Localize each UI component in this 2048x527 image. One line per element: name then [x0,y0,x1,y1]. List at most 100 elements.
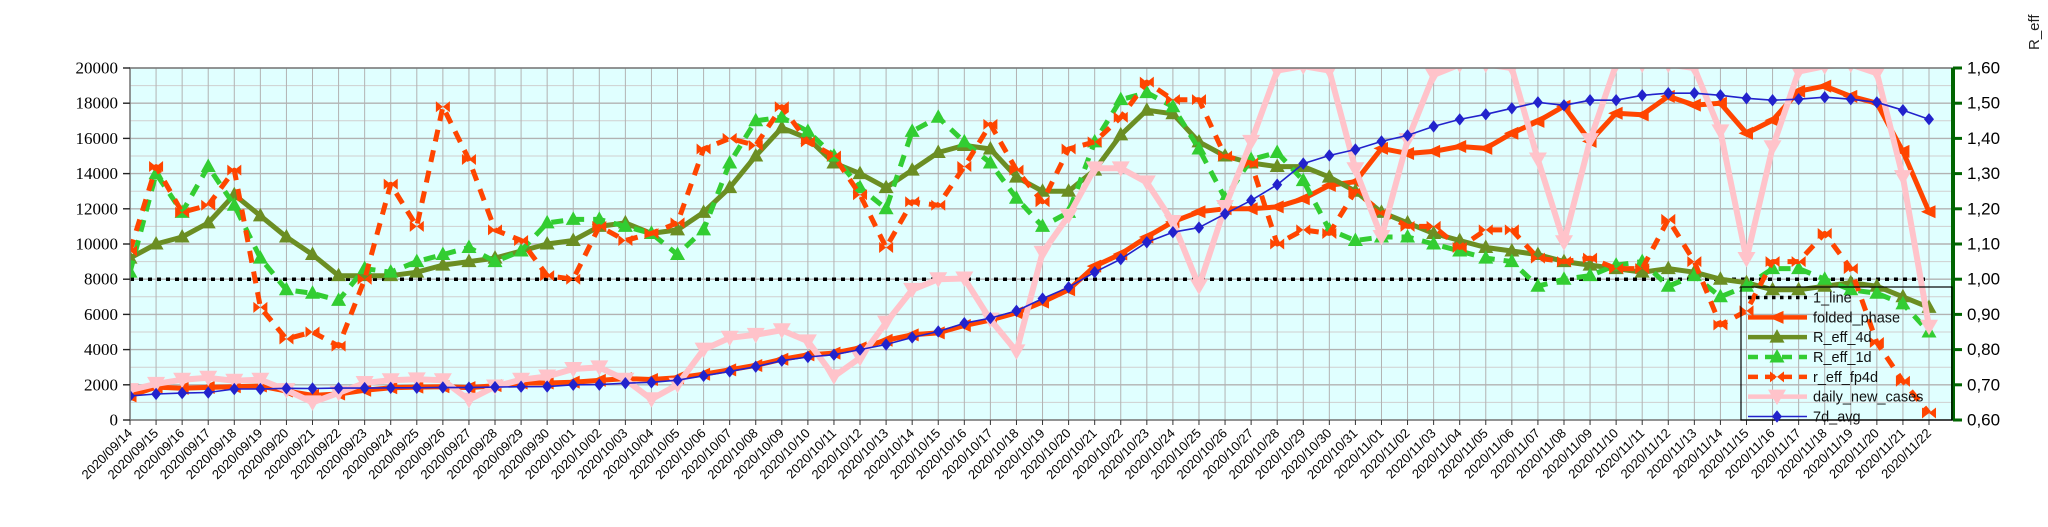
arrow-down-marker [1920,319,1938,336]
triangle-up-marker [148,236,164,250]
bowtie-marker [800,136,815,148]
arrow-down-marker [1163,215,1182,231]
arrow-down-marker [1613,68,1620,73]
triangle-up-marker [1895,295,1911,310]
triangle-up-marker [1426,225,1442,239]
bowtie-marker [1165,94,1180,106]
left-axis-tick-label: 18000 [76,94,119,113]
arrow-down-marker [407,372,426,388]
arrow-left-marker [1634,108,1649,122]
diamond-marker [672,374,683,387]
bowtie-marker [1087,136,1102,148]
arrow-left-marker [1712,96,1727,110]
arrow-down-marker [1639,68,1646,73]
diamond-marker [828,348,839,361]
bowtie-marker [383,178,398,190]
arrow-down-marker [381,373,400,389]
arrow-down-marker [1581,133,1600,149]
diamond-marker [802,350,813,364]
triangle-up-marker [1295,172,1311,187]
bowtie-marker [696,143,711,155]
triangle-up-marker [1791,281,1807,296]
triangle-up-marker [591,211,607,225]
triangle-up-marker [174,228,190,243]
arrow-down-marker [1372,229,1391,246]
triangle-up-marker [800,123,816,137]
legend-label: 1_line [1813,291,1852,307]
bowtie-marker [1035,196,1050,208]
bowtie-marker [1348,185,1363,197]
legend-label: r_eff_fp4d [1813,370,1878,386]
diamond-marker [516,380,527,393]
triangle-up-marker [252,250,268,264]
arrow-left-marker [1894,144,1910,158]
bowtie-marker [644,227,659,239]
triangle-up-marker [1504,253,1520,268]
left-axis-tick-label: 16000 [76,129,119,148]
arrow-left-marker [1425,144,1441,158]
series-7d_avg [130,86,1934,403]
bowtie-marker [488,224,503,236]
arrow-down-marker [1189,279,1208,295]
bowtie-marker [1322,227,1337,239]
arrow-left-marker [1686,98,1701,112]
right-axis-title: R_eff [2026,14,2043,50]
left-axis-tick-label: 14000 [76,164,119,183]
diamond-marker [750,360,761,373]
bowtie-marker [1635,263,1650,275]
diamond-marker [255,382,266,396]
legend-item-1_line: 1_line [1748,291,1852,307]
triangle-up-marker [565,211,581,225]
triangle-up-marker [696,221,712,236]
legend-item-R_eff_4d: R_eff_4d [1748,329,1872,346]
left-axis-tick-label: 6000 [84,305,118,324]
triangle-up-marker [1869,278,1885,292]
triangle-up-marker [200,158,216,173]
triangle-up-marker [1113,126,1129,141]
bowtie-marker [1009,164,1024,176]
bowtie-marker [514,234,529,246]
bowtie-marker [1843,263,1858,275]
bowtie-marker [670,217,685,229]
triangle-up-marker [435,246,451,261]
triangle-up-marker [670,246,686,261]
triangle-up-marker [1660,260,1676,275]
arrow-down-marker [1665,68,1672,73]
arrow-left-marker [1477,141,1493,155]
triangle-up-marker [226,197,242,211]
arrow-down-marker [303,395,322,411]
diamond-marker [1402,129,1413,142]
arrow-down-marker [1322,68,1336,80]
triangle-up-marker [487,253,503,268]
triangle-up-marker [1530,278,1546,292]
triangle-up-marker [331,267,347,282]
bowtie-marker [1113,111,1128,123]
triangle-up-marker [878,179,894,194]
diamond-marker [1924,113,1934,126]
bowtie-marker [1739,305,1754,317]
diamond-marker [151,387,162,401]
diamond-marker [1506,102,1517,115]
diamond-marker [1350,143,1361,156]
arrow-down-marker [564,361,583,378]
triangle-up-marker [461,253,477,268]
left-axis-tick-label: 8000 [84,270,118,289]
diamond-marker [437,381,448,394]
diamond-marker [1767,94,1778,107]
arrow-down-marker [1506,68,1517,77]
bowtie-marker [201,199,216,211]
bowtie-marker [1452,242,1467,254]
legend-label: R_eff_4d [1813,330,1872,346]
triangle-up-marker [278,281,294,296]
diamond-marker [1089,265,1100,279]
triangle-up-marker [148,165,164,180]
bowtie-marker [1661,213,1676,225]
bowtie-marker [1400,220,1415,232]
bowtie-marker [1791,256,1806,268]
triangle-up-marker [1035,183,1051,197]
arrow-down-marker [1768,389,1786,406]
diamond-marker [1715,89,1726,102]
legend-item-folded_phase: folded_phase [1748,310,1900,326]
diamond-marker [1637,89,1648,102]
triangle-up-marker [1634,264,1650,278]
